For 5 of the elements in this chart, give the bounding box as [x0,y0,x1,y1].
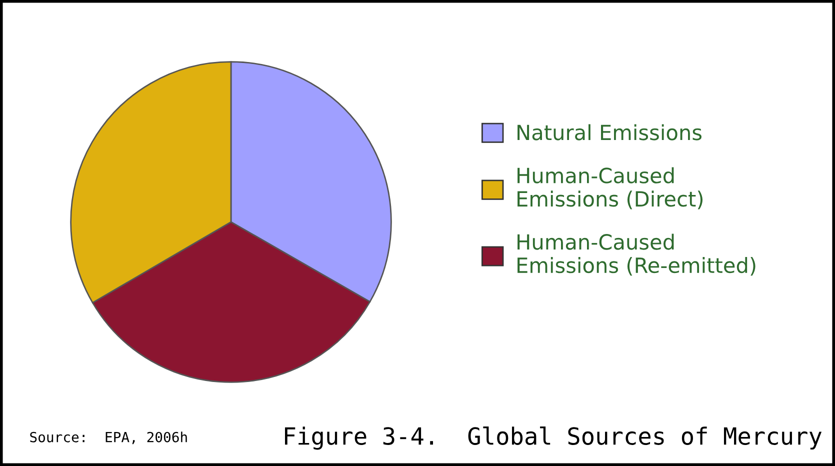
text: Figure 3-4. Global Sources of Mercury [285,426,822,450]
legend-label: Human-Caused Emissions (Direct) [518,167,703,210]
legend-label: Human-Caused Emissions (Re-emitted) [518,234,756,276]
source-note: Source: EPA, 2006h [30,432,187,444]
legend-label: Natural Emissions [518,124,702,140]
